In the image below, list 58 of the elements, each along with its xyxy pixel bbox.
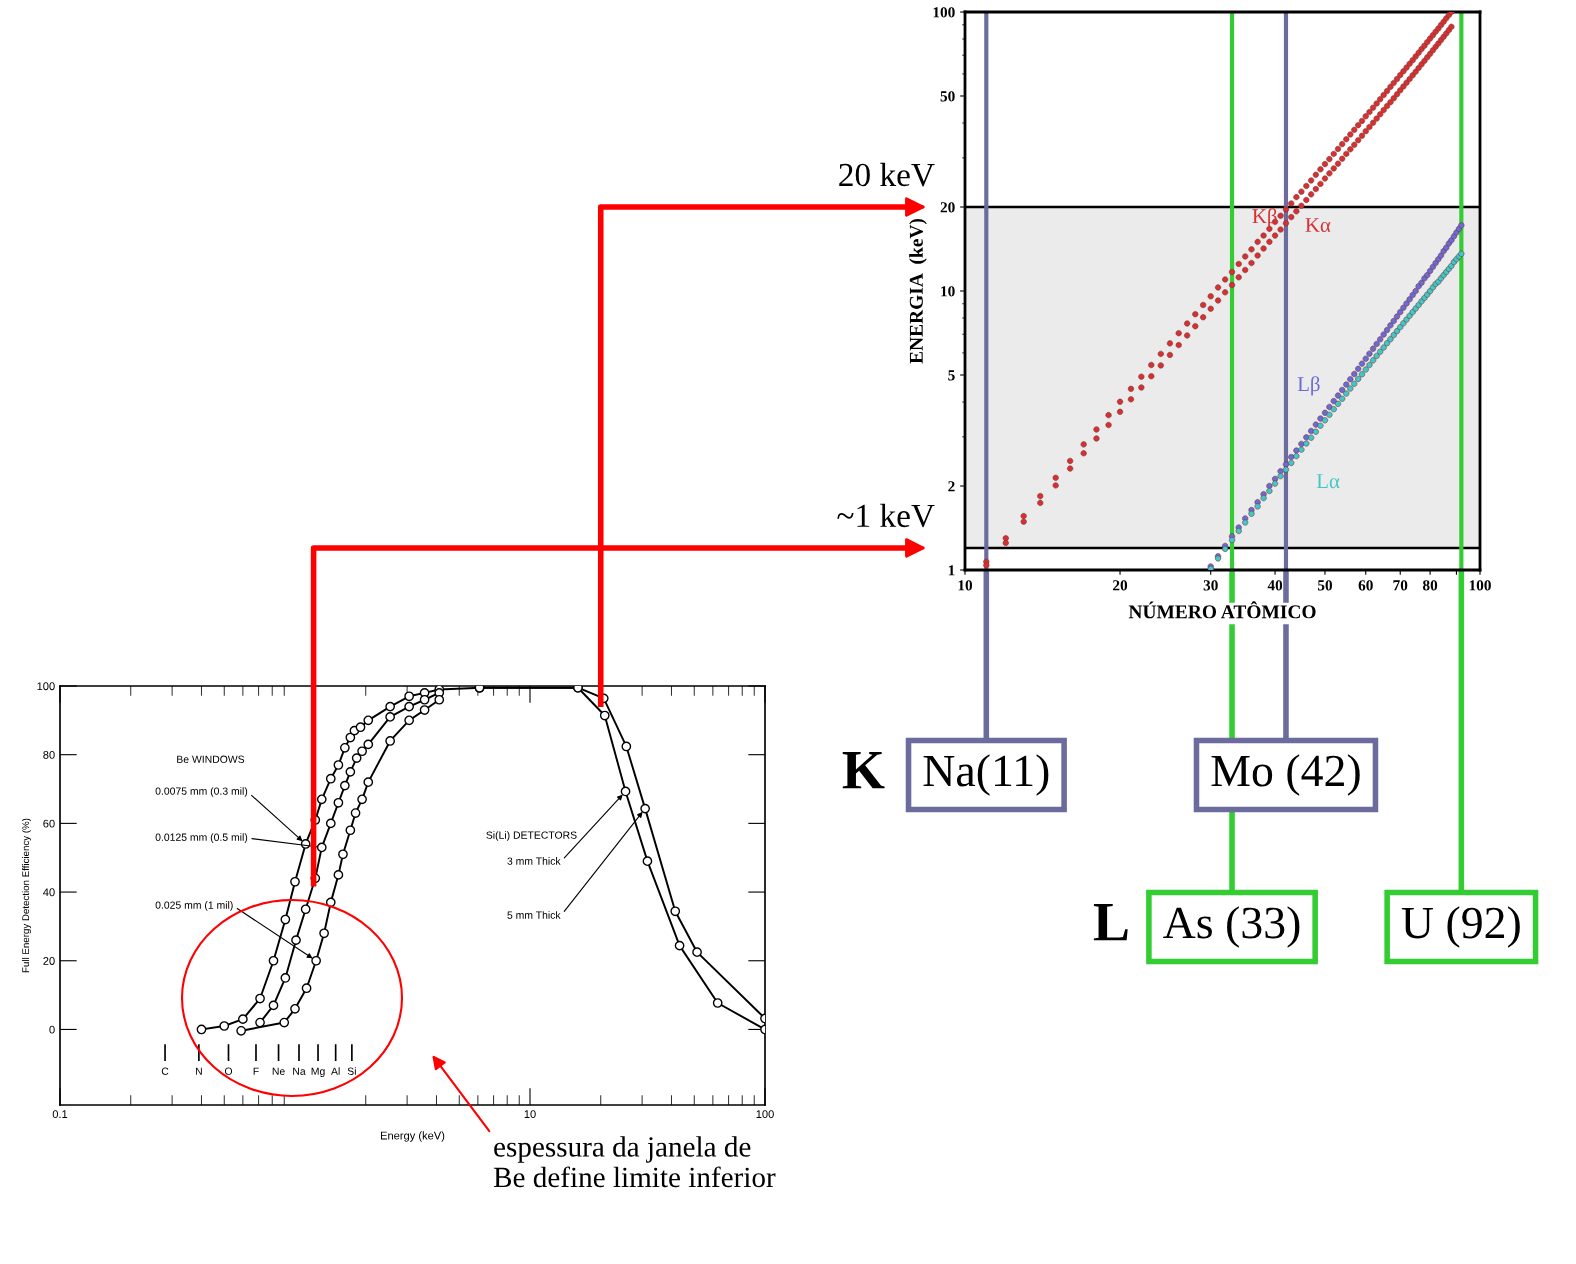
y-tick-label: 20 — [43, 957, 55, 965]
x-tick-label: 40 — [1267, 580, 1283, 591]
text: 0.0125 mm (0.5 mil) — [155, 833, 248, 843]
y-axis-title: ENERGIA (keV) — [909, 218, 927, 364]
annotation: C — [161, 1067, 169, 1075]
annotation: Al — [331, 1067, 340, 1075]
text: 0.0075 mm (0.3 mil) — [155, 787, 248, 797]
y-tick-label: 50 — [940, 91, 955, 102]
ref-line-label: Na(11) — [923, 754, 1049, 796]
text: 0.025 mm (1 mil) — [155, 901, 233, 911]
y-tick-label: 10 — [941, 286, 955, 297]
series-label: Lβ — [1297, 376, 1320, 396]
ref-line-label: Mo (42) — [1211, 754, 1360, 796]
x-tick-label: 80 — [1422, 580, 1438, 591]
y-tick-label: 40 — [43, 888, 55, 897]
annotation: Na — [293, 1067, 306, 1075]
y-tick-label: 60 — [43, 819, 55, 828]
annotation: Si(Li) DETECTORS — [486, 831, 577, 841]
x-tick-label: 100 — [756, 1110, 774, 1119]
annotation: O — [224, 1067, 233, 1075]
annotation: Si — [347, 1067, 356, 1075]
y-tick-label: 80 — [43, 750, 55, 759]
y-tick-label: 0 — [49, 1025, 55, 1034]
y-tick-label: 5 — [948, 370, 955, 381]
annotation: Be WINDOWS — [177, 755, 245, 763]
x-tick-label: 50 — [1317, 580, 1333, 591]
y-tick-label: 100 — [933, 7, 955, 18]
series-label: Kβ — [1252, 208, 1277, 228]
x-tick-label: 0.1 — [52, 1110, 68, 1119]
annotation: Ne — [272, 1067, 285, 1075]
x-tick-label: 100 — [1469, 580, 1491, 591]
x-tick-label: 70 — [1393, 580, 1408, 591]
y-axis-title: Full Energy Detection Efficiency (%) — [21, 818, 32, 973]
annotation: Mg — [311, 1067, 325, 1077]
x-axis-title: Energy (keV) — [380, 1131, 445, 1142]
x-tick-label: 10 — [958, 580, 973, 591]
x-tick-label: 20 — [1113, 580, 1128, 591]
ref-line-label: As (33) — [1163, 906, 1300, 948]
series-label: Kα — [1305, 218, 1331, 233]
ref-line-label: U (92) — [1401, 906, 1520, 948]
series-label: Lα — [1316, 474, 1340, 489]
text: 3 mm Thick — [507, 857, 561, 865]
text: K — [842, 751, 885, 789]
annotation: F — [253, 1067, 259, 1075]
x-tick-label: 30 — [1203, 580, 1218, 591]
x-tick-label: 60 — [1358, 580, 1373, 591]
x-tick-label: 10 — [524, 1110, 536, 1119]
ref-line-label: 20 keV — [839, 162, 935, 187]
y-tick-label: 2 — [948, 481, 955, 492]
y-tick-label: 100 — [37, 682, 55, 691]
text: L — [1093, 903, 1128, 941]
x-axis-title: NÚMERO ATÔMICO — [1128, 601, 1316, 619]
text: 5 mm Thick — [507, 911, 561, 919]
ref-line-label: ~1 keV — [837, 503, 935, 528]
y-tick-label: 20 — [940, 202, 955, 213]
text: espessura da janela de Be define limite inferior — [493, 1136, 776, 1188]
y-tick-label: 1 — [948, 565, 955, 576]
annotation: N — [195, 1067, 202, 1075]
